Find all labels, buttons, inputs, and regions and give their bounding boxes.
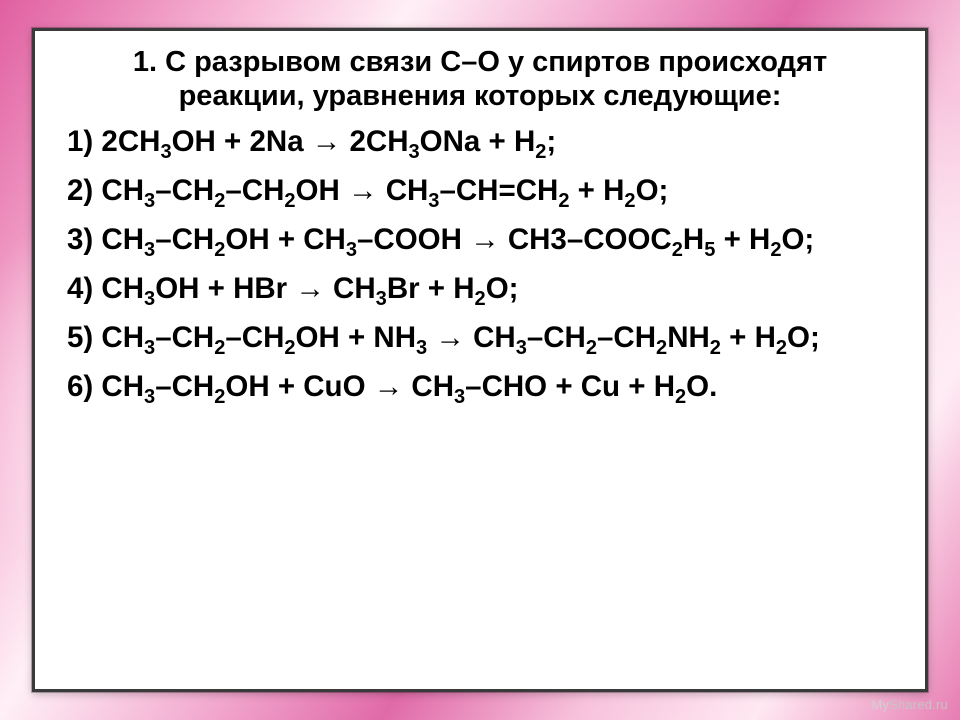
equation-6: 6) CH3–CH2OH + CuO → CH3–CHO + Cu + H2O. xyxy=(67,368,893,407)
watermark: MyShared.ru xyxy=(871,697,948,712)
slide-heading: 1. С разрывом связи С–О у спиртов происх… xyxy=(90,45,870,113)
equation-3: 3) CH3–CH2OH + CH3–COOH → CH3–COOC2H5 + … xyxy=(67,221,893,260)
slide-content-box: 1. С разрывом связи С–О у спиртов происх… xyxy=(32,28,928,692)
equation-2: 2) CH3–CH2–CH2OH → CH3–CH=CH2 + H2O; xyxy=(67,172,893,211)
watermark-suffix: Shared.ru xyxy=(889,697,948,712)
watermark-prefix: My xyxy=(871,697,889,712)
equation-1: 1) 2CH3OH + 2Na → 2CH3ONa + H2; xyxy=(67,123,893,162)
slide-background: 1. С разрывом связи С–О у спиртов происх… xyxy=(0,0,960,720)
equation-5: 5) CH3–CH2–CH2OH + NH3 → CH3–CH2–CH2NH2 … xyxy=(67,319,893,358)
equation-4: 4) CH3OH + HBr → CH3Br + H2O; xyxy=(67,270,893,309)
equations-list: 1) 2CH3OH + 2Na → 2CH3ONa + H2; 2) CH3–C… xyxy=(67,123,893,407)
